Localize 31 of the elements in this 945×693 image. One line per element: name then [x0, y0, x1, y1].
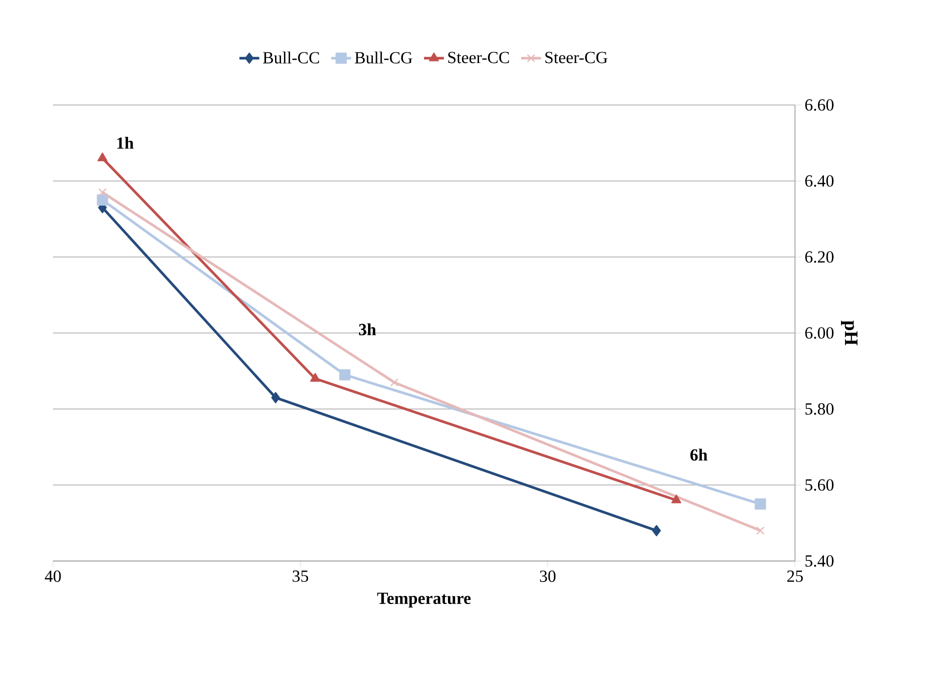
x-axis-title: Temperature: [377, 592, 471, 608]
legend-label: Bull-CC: [263, 52, 320, 64]
y-tick-label: 6.00: [805, 327, 834, 339]
point: [310, 373, 320, 382]
legend-label: Steer-CG: [545, 52, 608, 64]
x-tick-label: 40: [44, 570, 61, 582]
point: [96, 194, 108, 206]
y-tick-label: 6.20: [805, 251, 834, 263]
y-tick-label: 5.60: [806, 479, 834, 491]
point: [339, 369, 350, 380]
y-tick-label: 6.60: [805, 99, 834, 111]
annotation: 6h: [690, 448, 708, 461]
point: [652, 525, 661, 536]
point: [390, 378, 398, 387]
legend-label: Bull-CG: [354, 52, 412, 64]
point: [754, 498, 766, 510]
legend-label: Steer-CC: [448, 52, 509, 64]
y-axis-title: pH: [841, 320, 858, 346]
annotation: 1h: [117, 136, 134, 149]
y-tick-label: 5.80: [806, 403, 834, 415]
x-tick-label: 35: [292, 570, 308, 582]
y-tick-label: 5.40: [806, 555, 834, 567]
point: [271, 392, 280, 404]
point: [671, 494, 682, 504]
y-tick-label: 6.40: [805, 175, 834, 187]
point: [98, 188, 107, 197]
point: [98, 152, 108, 162]
x-tick-label: 30: [540, 570, 556, 582]
annotation: 3h: [359, 323, 376, 336]
x-tick-label: 25: [787, 570, 803, 582]
point: [756, 526, 765, 535]
